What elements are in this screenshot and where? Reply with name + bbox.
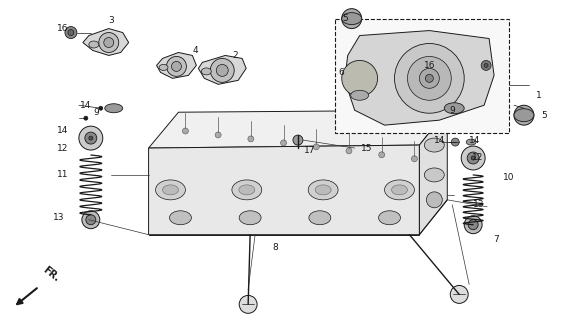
Circle shape <box>484 63 488 68</box>
Circle shape <box>342 9 361 28</box>
Circle shape <box>68 29 74 36</box>
Ellipse shape <box>169 211 191 225</box>
FancyBboxPatch shape <box>335 19 509 133</box>
Ellipse shape <box>308 180 338 200</box>
Ellipse shape <box>155 180 185 200</box>
Circle shape <box>313 144 319 150</box>
Circle shape <box>426 192 443 208</box>
Circle shape <box>172 61 181 71</box>
Text: FR.: FR. <box>41 265 61 284</box>
Circle shape <box>464 216 482 234</box>
Circle shape <box>99 106 103 110</box>
Text: 2: 2 <box>233 51 238 60</box>
Circle shape <box>85 132 97 144</box>
Circle shape <box>239 295 257 313</box>
Ellipse shape <box>159 64 168 70</box>
Circle shape <box>104 37 114 47</box>
Circle shape <box>408 56 452 100</box>
Circle shape <box>412 156 417 162</box>
Text: 11: 11 <box>57 171 69 180</box>
Circle shape <box>89 136 93 140</box>
Ellipse shape <box>466 139 476 145</box>
Circle shape <box>215 132 221 138</box>
Circle shape <box>471 156 475 160</box>
Circle shape <box>450 285 468 303</box>
Text: 1: 1 <box>536 91 542 100</box>
Ellipse shape <box>444 103 464 114</box>
Circle shape <box>211 59 234 82</box>
Text: 9: 9 <box>93 108 99 117</box>
Ellipse shape <box>378 211 400 225</box>
Ellipse shape <box>425 138 444 152</box>
Circle shape <box>346 148 352 154</box>
Ellipse shape <box>385 180 414 200</box>
Circle shape <box>182 128 189 134</box>
Ellipse shape <box>351 90 369 100</box>
Ellipse shape <box>309 211 331 225</box>
Ellipse shape <box>425 168 444 182</box>
Text: 6: 6 <box>339 68 345 77</box>
Circle shape <box>167 56 186 76</box>
Circle shape <box>293 135 303 145</box>
Text: 16: 16 <box>57 24 69 33</box>
Circle shape <box>82 211 100 229</box>
Circle shape <box>379 152 385 158</box>
Ellipse shape <box>342 13 361 25</box>
Polygon shape <box>83 28 129 55</box>
Circle shape <box>467 152 479 164</box>
Text: 14: 14 <box>57 126 69 135</box>
Polygon shape <box>345 31 494 125</box>
Text: 15: 15 <box>361 144 372 153</box>
Circle shape <box>395 44 464 113</box>
Ellipse shape <box>315 185 331 195</box>
Text: 5: 5 <box>342 14 347 23</box>
Text: 4: 4 <box>193 46 198 55</box>
Ellipse shape <box>89 41 99 48</box>
Circle shape <box>99 33 119 52</box>
Text: 14: 14 <box>80 101 92 110</box>
Text: 14: 14 <box>434 136 445 145</box>
Ellipse shape <box>202 68 211 75</box>
Ellipse shape <box>239 211 261 225</box>
Circle shape <box>86 215 96 225</box>
Circle shape <box>514 105 534 125</box>
Ellipse shape <box>232 180 262 200</box>
Text: 14: 14 <box>468 136 480 145</box>
Text: 8: 8 <box>272 243 278 252</box>
Circle shape <box>84 116 88 120</box>
Ellipse shape <box>239 185 255 195</box>
Circle shape <box>280 140 287 146</box>
Text: 7: 7 <box>493 235 499 244</box>
Circle shape <box>468 220 478 230</box>
Polygon shape <box>198 55 246 84</box>
Text: 5: 5 <box>541 111 547 120</box>
Text: 16: 16 <box>423 61 435 70</box>
Ellipse shape <box>391 185 408 195</box>
Polygon shape <box>419 110 447 235</box>
Text: 13: 13 <box>53 213 65 222</box>
Text: 9: 9 <box>449 106 455 115</box>
Circle shape <box>419 68 439 88</box>
Circle shape <box>481 60 491 70</box>
Circle shape <box>65 27 77 38</box>
Circle shape <box>461 146 485 170</box>
Circle shape <box>216 64 228 76</box>
Polygon shape <box>149 145 419 235</box>
Text: 12: 12 <box>57 144 69 153</box>
Text: 3: 3 <box>108 16 114 25</box>
Ellipse shape <box>105 104 123 113</box>
Text: 10: 10 <box>503 173 515 182</box>
Text: 12: 12 <box>471 153 483 162</box>
Text: 17: 17 <box>304 146 316 155</box>
Circle shape <box>426 74 434 82</box>
Ellipse shape <box>163 185 178 195</box>
Circle shape <box>248 136 254 142</box>
Polygon shape <box>149 110 447 148</box>
Text: 13: 13 <box>473 200 485 209</box>
Circle shape <box>342 60 378 96</box>
Circle shape <box>452 138 459 146</box>
Polygon shape <box>157 52 196 78</box>
Ellipse shape <box>514 109 534 122</box>
Circle shape <box>79 126 103 150</box>
